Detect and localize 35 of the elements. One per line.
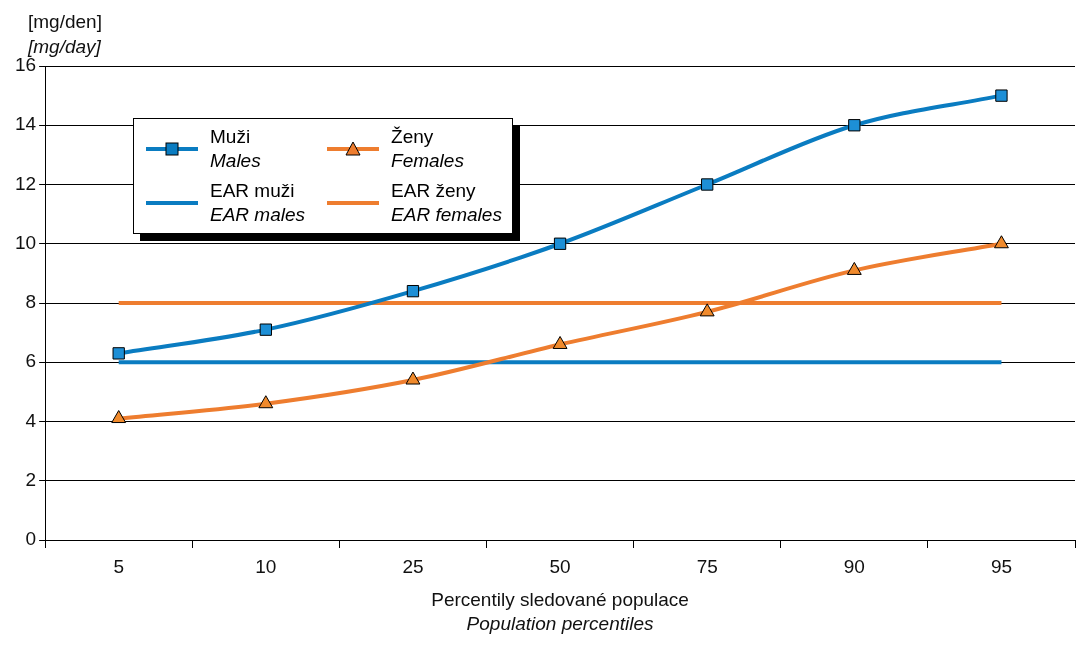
point [552, 335, 568, 349]
y-tick-label: 4 [25, 409, 37, 431]
point [994, 235, 1009, 249]
x-tick-label: 75 [696, 555, 718, 577]
y-tick-label: 2 [25, 468, 37, 490]
legend-label: EAR muži EAR males [210, 179, 306, 227]
point [406, 284, 420, 298]
point [111, 410, 127, 424]
point [701, 178, 714, 191]
y-tick-label: 10 [14, 231, 37, 253]
legend-label: Muži Males [210, 125, 261, 173]
y-tick-label: 12 [14, 172, 37, 194]
point [553, 237, 567, 250]
x-tick-label: 50 [549, 555, 571, 577]
point [699, 303, 715, 317]
legend-label: EAR ženy EAR females [391, 179, 502, 227]
legend-label: Ženy Females [391, 125, 464, 173]
x-tick-label: 90 [843, 555, 865, 577]
x-tick-label: 10 [255, 555, 277, 577]
y-tick-label: 6 [25, 350, 37, 372]
y-axis-title: [mg/den] [mg/day] [27, 11, 102, 57]
y-tick-label: 8 [25, 291, 37, 313]
point [112, 347, 125, 360]
point [259, 323, 272, 336]
point [848, 119, 861, 132]
x-tick-label: 95 [990, 555, 1013, 577]
point [846, 261, 862, 275]
point [405, 371, 421, 385]
x-tick-label: 25 [402, 555, 424, 577]
y-tick-label: 0 [25, 528, 37, 550]
x-axis-title: Percentily sledované populace Population percentiles [431, 589, 689, 634]
point [258, 395, 274, 409]
x-tick-label: 5 [113, 555, 124, 577]
y-tick-label: 14 [14, 113, 37, 135]
point [995, 89, 1008, 102]
